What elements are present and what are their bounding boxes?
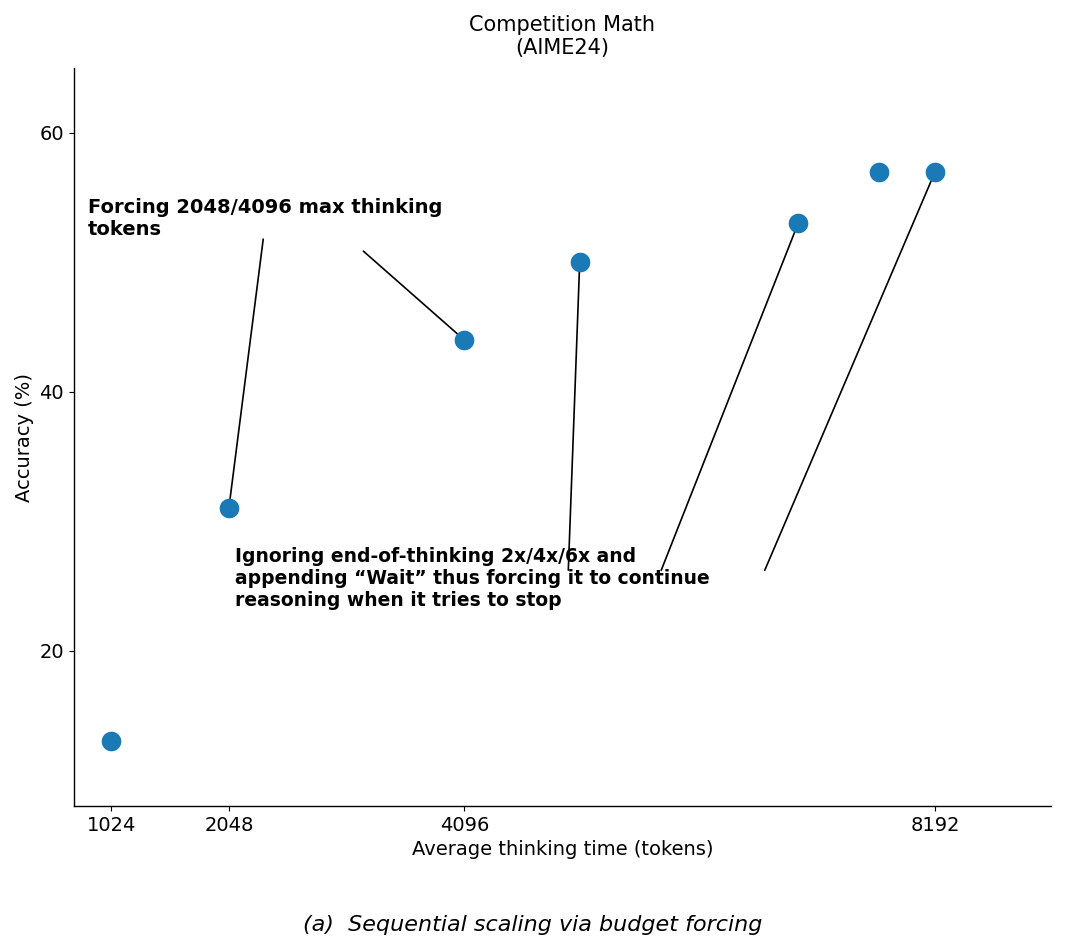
Point [926, 164, 943, 180]
Text: Ignoring end-of-thinking 2x/4x/6x and
appending “Wait” thus forcing it to contin: Ignoring end-of-thinking 2x/4x/6x and ap… [235, 547, 710, 610]
Point [102, 734, 119, 749]
X-axis label: Average thinking time (tokens): Average thinking time (tokens) [411, 840, 713, 859]
Text: Forcing 2048/4096 max thinking
tokens: Forcing 2048/4096 max thinking tokens [87, 197, 442, 239]
Y-axis label: Accuracy (%): Accuracy (%) [15, 372, 34, 502]
Text: (a)  Sequential scaling via budget forcing: (a) Sequential scaling via budget forcin… [304, 915, 762, 934]
Title: Competition Math
(AIME24): Competition Math (AIME24) [469, 15, 656, 58]
Point [870, 164, 887, 180]
Point [456, 333, 473, 348]
Point [790, 216, 807, 231]
Point [571, 255, 588, 270]
Point [221, 501, 238, 516]
